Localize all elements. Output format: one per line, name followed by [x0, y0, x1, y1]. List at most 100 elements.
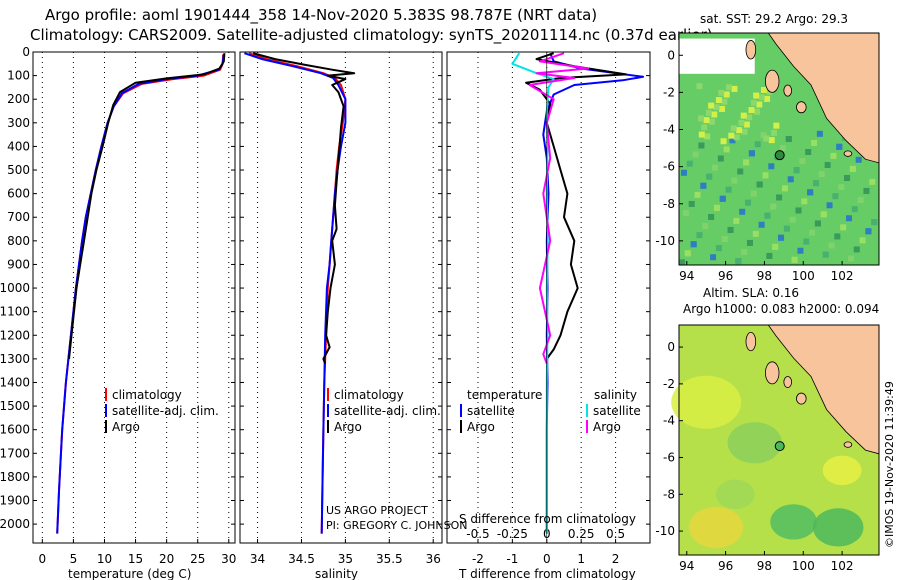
series-t-satellite — [542, 52, 645, 534]
x-tick-label: 36 — [426, 552, 441, 566]
legend-label-satellite: satellite-adj. clim. — [334, 404, 441, 418]
sst-pixel — [700, 182, 707, 189]
sst-pixel — [725, 186, 732, 193]
legend-swatch-s-satellite — [586, 404, 588, 417]
sst-pixel — [773, 122, 780, 129]
land-island — [843, 150, 853, 157]
sst-pixel — [745, 199, 752, 206]
title-line-2: Climatology: CARS2009. Satellite-adjuste… — [30, 26, 713, 45]
sst-pixel — [740, 112, 747, 119]
x-tick-label: 30 — [221, 552, 236, 566]
land-island — [843, 441, 853, 448]
sst-pixel — [803, 238, 810, 245]
series-satellite-adj-clim — [56, 54, 225, 534]
sst-pixel — [838, 184, 845, 191]
x-tick-label: 10 — [97, 552, 112, 566]
legend-swatch-argo — [327, 420, 329, 433]
y-tick-label: 1200 — [0, 328, 30, 342]
x-tick-label: 34 — [250, 552, 265, 566]
x-tick-label: -1 — [506, 552, 518, 566]
sst-pixel — [760, 132, 767, 139]
sst-pixel — [750, 190, 757, 197]
x-tick-label: 0 — [543, 552, 551, 566]
sst-pixel — [731, 85, 738, 92]
float-position-marker — [774, 441, 785, 452]
y-tick-label: 700 — [7, 210, 30, 224]
lon-tick-label: 96 — [718, 559, 733, 573]
no-data-region — [679, 38, 755, 74]
s-difference-axis-label: S difference from climatology — [459, 512, 636, 526]
land-island — [796, 392, 807, 405]
x-top-tick-label: -0.25 — [497, 527, 528, 541]
x-tick-label: 0 — [39, 552, 47, 566]
sst-pixel — [785, 136, 792, 143]
sst-pixel — [696, 232, 703, 239]
sst-pixel — [754, 141, 761, 148]
sst-pixel — [857, 197, 864, 204]
temperature-panel: 0100200300400500600700800900100011001200… — [0, 45, 236, 566]
sst-pixel — [795, 207, 802, 214]
sla-blob — [671, 375, 742, 429]
lon-tick-label: 100 — [792, 559, 815, 573]
legend-label-s-satellite: satellite — [593, 404, 641, 418]
legend-head-temperature: temperature — [467, 388, 542, 402]
sst-pixel — [748, 107, 755, 114]
lat-tick-label: -6 — [663, 160, 675, 174]
sst-pixel — [694, 191, 701, 198]
sst-pixel — [828, 242, 835, 249]
sst-pixel — [701, 124, 708, 131]
sst-pixel — [865, 228, 872, 235]
sst-pixel — [718, 89, 725, 96]
sst-pixel — [818, 171, 825, 178]
sst-pixel — [871, 219, 878, 226]
x-tick-label: 5 — [70, 552, 78, 566]
plot-frame — [32, 51, 236, 544]
x-tick-label: 20 — [159, 552, 174, 566]
map-frame — [678, 32, 880, 266]
y-tick-label: 400 — [7, 139, 30, 153]
t-difference-axis-label: T difference from climatology — [458, 567, 636, 580]
land-island — [765, 361, 780, 385]
legend-swatch-t-argo — [460, 420, 462, 433]
sst-pixel — [753, 92, 760, 99]
sst-pixel — [746, 239, 753, 246]
sst-pixel — [731, 177, 738, 184]
sst-pixel — [793, 167, 800, 174]
lat-tick-label: 0 — [667, 340, 675, 354]
difference-legend: temperature salinity satellite Argo sate… — [460, 388, 641, 434]
legend-swatch-climatology — [105, 388, 107, 401]
sst-pixel — [698, 142, 705, 149]
sst-pixel — [680, 169, 687, 176]
sst-pixel — [723, 146, 730, 153]
lat-tick-label: -4 — [663, 414, 675, 428]
sst-pixel — [719, 195, 726, 202]
sst-pixel — [702, 223, 709, 230]
series-argo — [252, 52, 356, 364]
sst-pixel — [686, 160, 693, 167]
sst-pixel — [696, 83, 703, 90]
sst-pixel — [764, 95, 771, 102]
sst-pixel — [844, 174, 851, 181]
sst-pixel — [706, 173, 713, 180]
sst-pixel — [703, 117, 710, 124]
lat-tick-label: 0 — [667, 48, 675, 62]
sst-pixel — [832, 193, 839, 200]
y-tick-label: 1500 — [0, 399, 30, 413]
sst-pixel — [851, 206, 858, 213]
sst-pixel — [859, 237, 866, 244]
sst-pixel — [715, 245, 722, 252]
legend-label-satellite: satellite-adj. clim. — [112, 404, 219, 418]
sla-map: 94 96 98 100 102 0 -2 -4 -6 -8 -10 — [655, 324, 880, 573]
sst-pixel — [840, 224, 847, 231]
sst-pixel — [719, 105, 725, 112]
sst-pixel — [770, 203, 777, 210]
land-island — [745, 331, 757, 352]
legend-label-t-satellite: satellite — [467, 404, 515, 418]
land-island — [796, 101, 807, 114]
sst-pixel — [720, 138, 727, 145]
sst-pixel — [743, 159, 750, 166]
land-island — [765, 69, 780, 93]
lat-tick-label: -6 — [663, 450, 675, 464]
sst-pixel — [723, 91, 730, 98]
legend-swatch-s-argo — [586, 420, 588, 433]
